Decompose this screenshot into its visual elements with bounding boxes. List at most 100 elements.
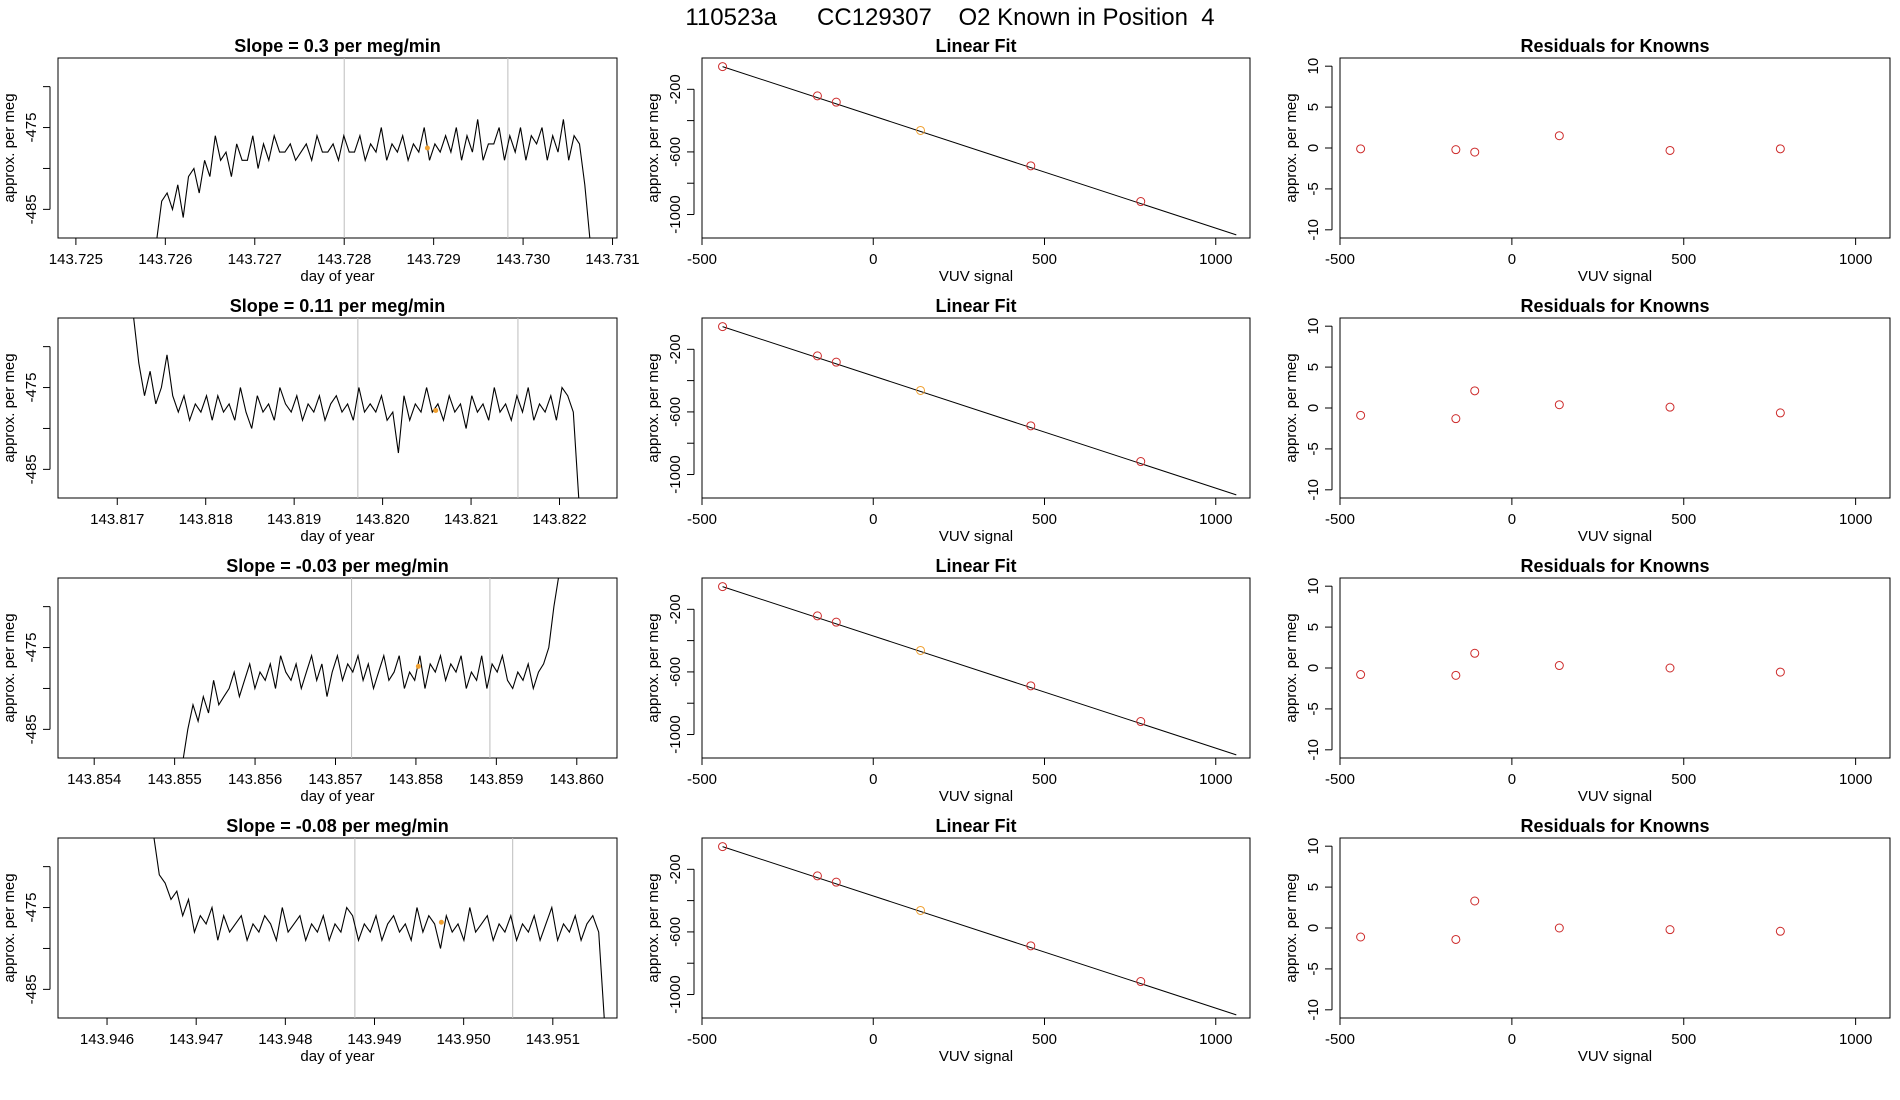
chart-title: Residuals for Knowns xyxy=(1520,556,1709,576)
residual-point xyxy=(1470,648,1480,658)
chart-residuals-row-3: Residuals for Knowns -500 0 500 1000 VUV sign… xyxy=(1283,556,1891,805)
plot-area xyxy=(718,322,1237,496)
x-axis-label: VUV signal xyxy=(1578,268,1652,285)
highlight-point xyxy=(433,407,439,413)
chart-title: Slope = -0.08 per meg/min xyxy=(226,816,449,836)
residual-point xyxy=(1470,147,1480,157)
fit-line xyxy=(722,586,1237,756)
x-tick-label: 0 xyxy=(1508,251,1516,268)
data-point xyxy=(718,62,728,72)
data-point xyxy=(831,877,841,887)
y-axis-label: approx. per meg xyxy=(645,873,662,982)
x-tick-label: 500 xyxy=(1671,1031,1696,1048)
x-tick-label: 143.729 xyxy=(407,251,461,268)
x-tick-label: 143.726 xyxy=(138,251,192,268)
x-tick-label: 1000 xyxy=(1199,511,1232,528)
x-tick-label: 1000 xyxy=(1839,771,1872,788)
fit-line xyxy=(722,846,1237,1016)
y-axis-label: approx. per meg xyxy=(1283,873,1300,982)
x-tick-label: 143.857 xyxy=(308,771,362,788)
y-axis-label: approx. per meg xyxy=(1,93,18,202)
x-tick-label: 143.731 xyxy=(585,251,639,268)
x-tick-label: 143.858 xyxy=(389,771,443,788)
chart-residuals-row-2: Residuals for Knowns -500 0 500 1000 VUV sign… xyxy=(1283,296,1891,545)
x-axis-label: VUV signal xyxy=(1578,528,1652,545)
x-axis-label: day of year xyxy=(300,1048,374,1065)
y-tick-label: -485 xyxy=(23,974,40,1004)
y-axis-label: approx. per meg xyxy=(1,613,18,722)
plot-frame xyxy=(57,57,618,239)
residual-point xyxy=(1356,144,1366,154)
x-tick-label: 143.946 xyxy=(80,1031,134,1048)
y-tick-label: 5 xyxy=(1305,883,1322,891)
y-axis-label: approx. per meg xyxy=(1283,353,1300,462)
y-tick-label: -200 xyxy=(667,594,684,624)
y-tick-label: -475 xyxy=(23,633,40,663)
chart-title: Residuals for Knowns xyxy=(1520,816,1709,836)
x-tick-label: 0 xyxy=(869,251,877,268)
data-point xyxy=(1136,977,1146,987)
plot-frame xyxy=(1339,57,1891,239)
x-tick-label: -500 xyxy=(1325,771,1355,788)
plot-area xyxy=(182,578,560,758)
x-tick-label: -500 xyxy=(1325,1031,1355,1048)
x-axis-label: day of year xyxy=(300,528,374,545)
x-tick-label: 143.948 xyxy=(258,1031,312,1048)
chart-time-series-row-1: Slope = 0.3 per meg/min 143.725 143.726 143… xyxy=(1,36,640,285)
y-tick-label: -5 xyxy=(1305,962,1322,975)
y-tick-label: -200 xyxy=(667,74,684,104)
data-point xyxy=(718,322,728,332)
y-tick-label: -200 xyxy=(667,334,684,364)
y-tick-label: 5 xyxy=(1305,623,1322,631)
x-axis-label: day of year xyxy=(300,268,374,285)
x-tick-label: 143.947 xyxy=(169,1031,223,1048)
x-tick-label: 143.727 xyxy=(228,251,282,268)
trace-line xyxy=(156,119,591,238)
y-tick-label: -1000 xyxy=(667,975,684,1013)
data-point xyxy=(812,871,822,881)
y-tick-label: -5 xyxy=(1305,182,1322,195)
x-tick-label: 143.856 xyxy=(228,771,282,788)
y-tick-label: 10 xyxy=(1305,58,1322,75)
chart-title: Linear Fit xyxy=(935,816,1016,836)
x-tick-label: -500 xyxy=(1325,251,1355,268)
chart-residuals-row-4: Residuals for Knowns -500 0 500 1000 VUV sign… xyxy=(1283,816,1891,1065)
y-axis-label: approx. per meg xyxy=(1283,613,1300,722)
x-tick-label: 500 xyxy=(1671,771,1696,788)
y-tick-label: -475 xyxy=(23,373,40,403)
y-tick-label: -475 xyxy=(23,113,40,143)
x-axis-label: VUV signal xyxy=(1578,788,1652,805)
y-tick-label: -10 xyxy=(1305,479,1322,501)
x-tick-label: 143.949 xyxy=(347,1031,401,1048)
data-point xyxy=(1026,681,1036,691)
chart-title: Linear Fit xyxy=(935,556,1016,576)
chart-time-series-row-2: Slope = 0.11 per meg/min 143.817 143.818 14… xyxy=(1,296,618,545)
residual-point xyxy=(1665,663,1675,673)
x-tick-label: 143.725 xyxy=(49,251,103,268)
residual-point xyxy=(1665,145,1675,155)
x-tick-label: 143.821 xyxy=(444,511,498,528)
residual-point xyxy=(1554,923,1564,933)
y-tick-label: -600 xyxy=(667,137,684,167)
x-tick-label: 143.818 xyxy=(179,511,233,528)
residual-point xyxy=(1451,934,1461,944)
residual-point xyxy=(1356,932,1366,942)
y-tick-label: 0 xyxy=(1305,144,1322,152)
plot-area xyxy=(1356,648,1785,680)
x-tick-label: 500 xyxy=(1671,511,1696,528)
chart-title: Slope = 0.11 per meg/min xyxy=(230,296,446,316)
chart-time-series-row-4: Slope = -0.08 per meg/min 143.946 143.947 1… xyxy=(1,816,618,1065)
plot-frame xyxy=(701,57,1251,239)
data-point xyxy=(1136,197,1146,207)
x-tick-label: -500 xyxy=(687,511,717,528)
y-tick-label: -10 xyxy=(1305,739,1322,761)
y-tick-label: 10 xyxy=(1305,318,1322,335)
x-tick-label: -500 xyxy=(1325,511,1355,528)
x-tick-label: 143.859 xyxy=(469,771,523,788)
residual-point xyxy=(1554,661,1564,671)
x-tick-label: 143.855 xyxy=(148,771,202,788)
data-point xyxy=(812,611,822,621)
x-tick-label: -500 xyxy=(687,1031,717,1048)
x-axis-label: VUV signal xyxy=(1578,1048,1652,1065)
x-tick-label: 0 xyxy=(869,1031,877,1048)
